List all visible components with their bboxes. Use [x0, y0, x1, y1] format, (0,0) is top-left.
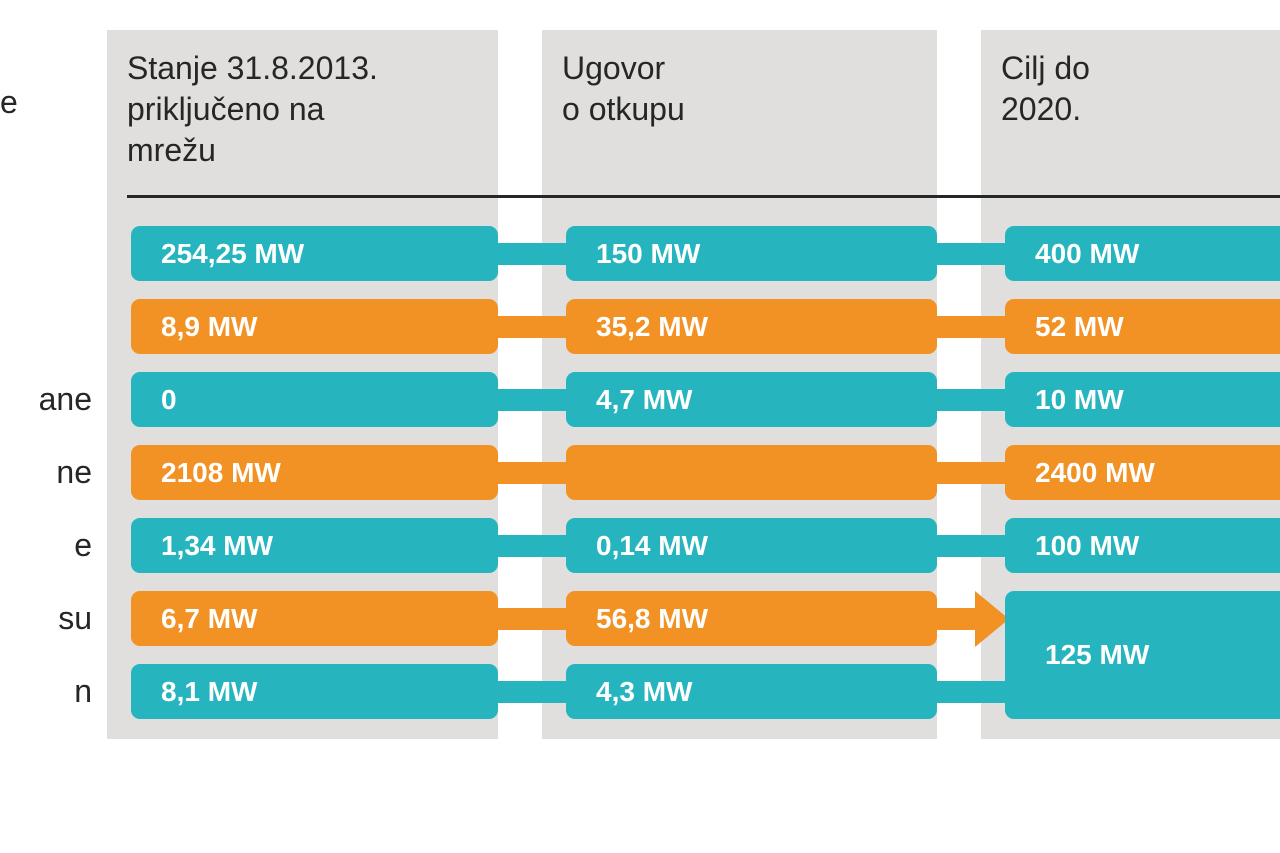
value-col3: 52 MW — [1005, 299, 1280, 354]
connector — [498, 316, 566, 338]
arrow-head-icon — [975, 591, 1009, 647]
value-col1: 8,1 MW — [131, 664, 498, 719]
header-rule — [127, 195, 1280, 198]
row-label: ane — [0, 372, 92, 427]
merged-value-col3: 125 MW — [1005, 591, 1280, 719]
header-col2: Ugovor o otkupu — [562, 48, 685, 130]
connector — [937, 462, 1005, 484]
row-label: e — [0, 518, 92, 573]
value-col3: 400 MW — [1005, 226, 1280, 281]
header-col3: Cilj do 2020. — [1001, 48, 1090, 130]
value-col2 — [566, 445, 937, 500]
connector — [937, 389, 1005, 411]
value-col3: 2400 MW — [1005, 445, 1280, 500]
row-label: n — [0, 664, 92, 719]
connector — [937, 243, 1005, 265]
connector — [498, 535, 566, 557]
connector — [937, 681, 1005, 703]
connector — [498, 681, 566, 703]
value-col2: 0,14 MW — [566, 518, 937, 573]
value-col1: 2108 MW — [131, 445, 498, 500]
value-col1: 0 — [131, 372, 498, 427]
connector — [937, 316, 1005, 338]
value-col2: 35,2 MW — [566, 299, 937, 354]
row-label: ne — [0, 445, 92, 500]
connector — [498, 243, 566, 265]
header-col1: Stanje 31.8.2013. priključeno na mrežu — [127, 48, 378, 171]
connector — [937, 535, 1005, 557]
value-col2: 4,7 MW — [566, 372, 937, 427]
arrow-shaft — [937, 608, 975, 630]
value-col3: 100 MW — [1005, 518, 1280, 573]
connector — [498, 608, 566, 630]
value-col1: 8,9 MW — [131, 299, 498, 354]
row-label: su — [0, 591, 92, 646]
value-col3: 10 MW — [1005, 372, 1280, 427]
value-col1: 254,25 MW — [131, 226, 498, 281]
value-col2: 56,8 MW — [566, 591, 937, 646]
connector — [498, 462, 566, 484]
value-col2: 4,3 MW — [566, 664, 937, 719]
infographic-canvas: { "layout":{ "header_top":30, "header_he… — [0, 0, 1280, 853]
value-col1: 1,34 MW — [131, 518, 498, 573]
value-col1: 6,7 MW — [131, 591, 498, 646]
connector — [498, 389, 566, 411]
value-col2: 150 MW — [566, 226, 937, 281]
left-stub: e — [0, 82, 18, 123]
